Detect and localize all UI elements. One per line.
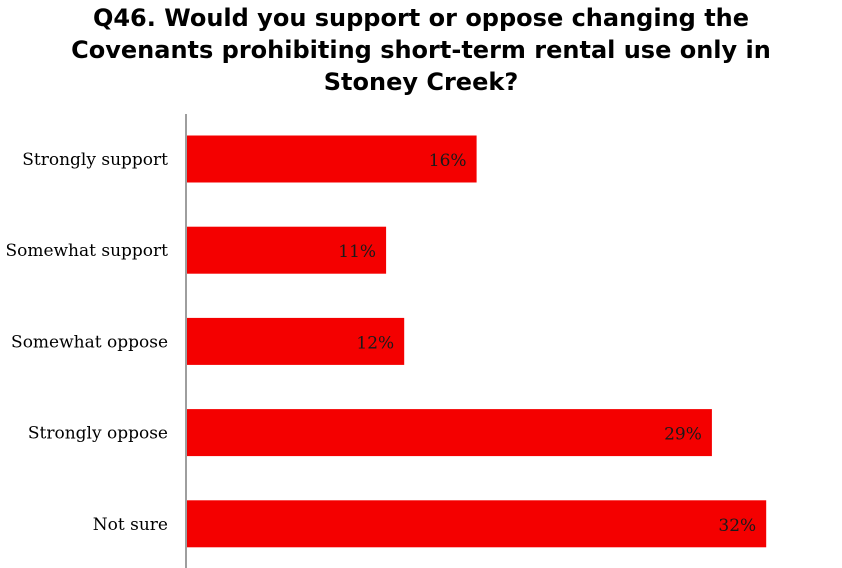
category-label-strongly-support: Strongly support bbox=[22, 150, 168, 170]
bar-strongly-oppose bbox=[187, 409, 712, 457]
category-label-somewhat-oppose: Somewhat oppose bbox=[11, 332, 168, 352]
data-labels-group: 16% 11% 12% 29% 32% bbox=[338, 151, 756, 536]
data-label-somewhat-oppose: 12% bbox=[356, 333, 394, 353]
bar-strongly-support bbox=[187, 135, 477, 183]
data-label-strongly-support: 16% bbox=[429, 151, 467, 171]
chart-title-line-1: Q46. Would you support or oppose changin… bbox=[92, 4, 750, 32]
chart-title-line-2: Covenants prohibiting short-term rental … bbox=[71, 36, 771, 64]
bar-somewhat-support bbox=[187, 226, 387, 274]
chart-title-line-3: Stoney Creek? bbox=[323, 68, 519, 96]
data-label-strongly-oppose: 29% bbox=[664, 425, 702, 445]
data-label-somewhat-support: 11% bbox=[338, 242, 376, 262]
bar-not-sure bbox=[187, 500, 767, 548]
chart-title: Q46. Would you support or oppose changin… bbox=[0, 2, 842, 98]
category-label-somewhat-support: Somewhat support bbox=[5, 241, 168, 261]
bars-group bbox=[187, 135, 767, 548]
category-labels-group: Strongly support Somewhat support Somewhat… bbox=[5, 150, 168, 535]
bar-somewhat-oppose bbox=[187, 317, 405, 365]
data-label-not-sure: 32% bbox=[718, 516, 756, 536]
category-label-not-sure: Not sure bbox=[93, 515, 168, 535]
category-label-strongly-oppose: Strongly oppose bbox=[28, 424, 168, 444]
